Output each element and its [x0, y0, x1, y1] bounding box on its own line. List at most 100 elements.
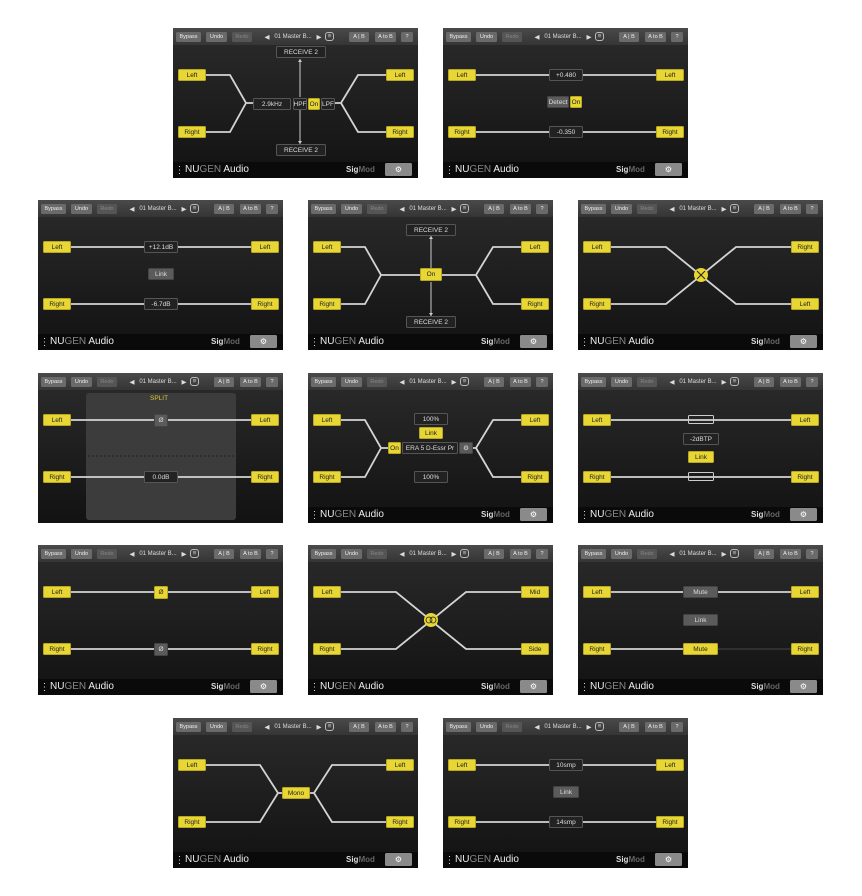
prev-preset-button[interactable]: ◀ [399, 205, 405, 213]
gain-field[interactable]: 0.0dB [144, 471, 178, 483]
output-left-label[interactable]: Left [791, 298, 819, 310]
help-button[interactable]: ? [806, 549, 818, 559]
plugin-settings-gear-icon[interactable]: ⚙ [459, 442, 473, 454]
receive-bottom-select[interactable]: RECEIVE 2 [406, 316, 456, 328]
output-left-label[interactable]: Left [251, 241, 279, 253]
prev-preset-button[interactable]: ◀ [669, 378, 675, 386]
prev-preset-button[interactable]: ◀ [669, 205, 675, 213]
next-preset-button[interactable]: ▶ [451, 205, 457, 213]
ab-compare-button[interactable]: A | B [214, 204, 234, 214]
redo-button[interactable]: Redo [97, 549, 117, 559]
left-offset-field[interactable]: +0.480 [549, 69, 583, 81]
menu-dots-icon[interactable]: ⋮ [444, 164, 455, 176]
next-preset-button[interactable]: ▶ [721, 205, 727, 213]
redo-button[interactable]: Redo [232, 722, 252, 732]
redo-button[interactable]: Redo [232, 32, 252, 42]
menu-dots-icon[interactable]: ⋮ [39, 336, 50, 348]
preset-list-icon[interactable]: ≡ [190, 549, 199, 558]
help-button[interactable]: ? [401, 722, 413, 732]
prev-preset-button[interactable]: ◀ [399, 378, 405, 386]
next-preset-button[interactable]: ▶ [316, 723, 322, 731]
right-mix-field[interactable]: 100% [414, 471, 448, 483]
a-to-b-button[interactable]: A to B [780, 549, 801, 559]
ab-compare-button[interactable]: A | B [484, 549, 504, 559]
output-left-label[interactable]: Left [386, 759, 414, 771]
output-right-label[interactable]: Right [791, 241, 819, 253]
settings-gear-icon[interactable]: ⚙ [385, 853, 412, 866]
a-to-b-button[interactable]: A to B [240, 549, 261, 559]
redo-button[interactable]: Redo [97, 377, 117, 387]
detect-button[interactable]: Detect [547, 96, 569, 108]
settings-gear-icon[interactable]: ⚙ [250, 335, 277, 348]
receive-bottom-select[interactable]: RECEIVE 2 [276, 144, 326, 156]
preset-name[interactable]: 01 Master B... [274, 33, 312, 40]
link-button[interactable]: Link [553, 786, 579, 798]
output-left-label[interactable]: Left [791, 414, 819, 426]
a-to-b-button[interactable]: A to B [510, 377, 531, 387]
preset-list-icon[interactable]: ≡ [460, 377, 469, 386]
next-preset-button[interactable]: ▶ [586, 33, 592, 41]
a-to-b-button[interactable]: A to B [375, 32, 396, 42]
plugin-on-toggle[interactable]: On [388, 442, 401, 454]
bypass-button[interactable]: Bypass [311, 549, 336, 559]
right-polarity-button[interactable]: Ø [154, 643, 168, 656]
settings-gear-icon[interactable]: ⚙ [790, 508, 817, 521]
settings-gear-icon[interactable]: ⚙ [520, 508, 547, 521]
input-right-label[interactable]: Right [583, 643, 611, 655]
preset-name[interactable]: 01 Master B... [409, 205, 447, 212]
next-preset-button[interactable]: ▶ [181, 205, 187, 213]
undo-button[interactable]: Undo [341, 549, 362, 559]
input-left-label[interactable]: Left [43, 586, 71, 598]
left-polarity-button[interactable]: Ø [154, 586, 168, 599]
prev-preset-button[interactable]: ◀ [264, 33, 270, 41]
right-mute-button[interactable]: Mute [683, 643, 718, 655]
output-left-label[interactable]: Left [656, 759, 684, 771]
bypass-button[interactable]: Bypass [176, 722, 201, 732]
help-button[interactable]: ? [266, 549, 278, 559]
undo-button[interactable]: Undo [341, 204, 362, 214]
ab-compare-button[interactable]: A | B [349, 32, 369, 42]
redo-button[interactable]: Redo [637, 377, 657, 387]
output-right-label[interactable]: Right [386, 816, 414, 828]
redo-button[interactable]: Redo [97, 204, 117, 214]
ab-compare-button[interactable]: A | B [754, 204, 774, 214]
redo-button[interactable]: Redo [367, 549, 387, 559]
preset-list-icon[interactable]: ≡ [730, 377, 739, 386]
settings-gear-icon[interactable]: ⚙ [520, 335, 547, 348]
menu-dots-icon[interactable]: ⋮ [579, 681, 590, 693]
receive-top-select[interactable]: RECEIVE 2 [276, 46, 326, 58]
help-button[interactable]: ? [536, 549, 548, 559]
help-button[interactable]: ? [536, 377, 548, 387]
input-right-label[interactable]: Right [583, 471, 611, 483]
a-to-b-button[interactable]: A to B [780, 377, 801, 387]
preset-list-icon[interactable]: ≡ [730, 204, 739, 213]
preset-name[interactable]: 01 Master B... [139, 550, 177, 557]
output-right-label[interactable]: Right [656, 126, 684, 138]
lpf-button[interactable]: LPF [321, 98, 335, 110]
help-button[interactable]: ? [266, 204, 278, 214]
a-to-b-button[interactable]: A to B [510, 204, 531, 214]
right-offset-field[interactable]: -0.350 [549, 126, 583, 138]
output-left-label[interactable]: Left [656, 69, 684, 81]
next-preset-button[interactable]: ▶ [451, 378, 457, 386]
settings-gear-icon[interactable]: ⚙ [655, 163, 682, 176]
ab-compare-button[interactable]: A | B [619, 32, 639, 42]
bypass-button[interactable]: Bypass [446, 722, 471, 732]
a-to-b-button[interactable]: A to B [780, 204, 801, 214]
link-button[interactable]: Link [148, 268, 174, 280]
bypass-button[interactable]: Bypass [41, 549, 66, 559]
send-on-toggle[interactable]: On [420, 268, 442, 281]
ab-compare-button[interactable]: A | B [214, 377, 234, 387]
bypass-button[interactable]: Bypass [581, 204, 606, 214]
input-right-label[interactable]: Right [448, 816, 476, 828]
undo-button[interactable]: Undo [71, 377, 92, 387]
input-right-label[interactable]: Right [43, 298, 71, 310]
redo-button[interactable]: Redo [637, 204, 657, 214]
right-gain-field[interactable]: -6.7dB [144, 298, 178, 310]
input-right-label[interactable]: Right [583, 298, 611, 310]
next-preset-button[interactable]: ▶ [586, 723, 592, 731]
left-mute-button[interactable]: Mute [683, 586, 718, 598]
output-right-label[interactable]: Right [521, 471, 549, 483]
settings-gear-icon[interactable]: ⚙ [790, 335, 817, 348]
output-right-label[interactable]: Right [251, 471, 279, 483]
